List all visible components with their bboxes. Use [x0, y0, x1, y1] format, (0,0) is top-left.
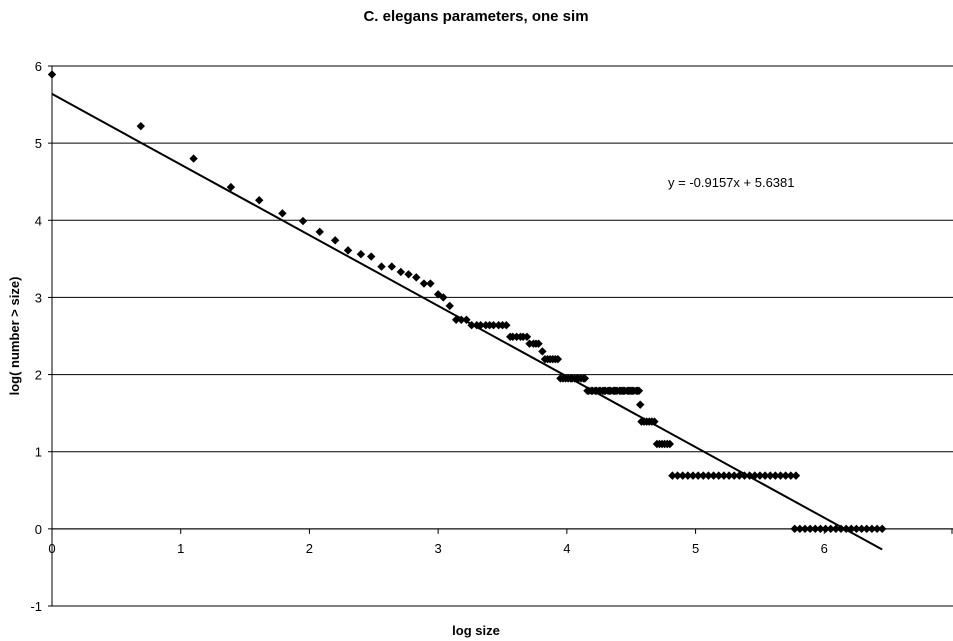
data-point — [678, 471, 687, 480]
data-point — [800, 524, 810, 534]
data-point — [831, 524, 841, 534]
data-point — [665, 439, 675, 449]
data-point — [776, 471, 785, 480]
axes — [51, 66, 953, 606]
x-tick-label: 6 — [821, 541, 828, 556]
data-points — [47, 70, 887, 534]
data-point — [343, 246, 353, 255]
data-point — [47, 70, 57, 79]
data-point — [740, 471, 749, 480]
x-tick-label: 2 — [306, 541, 313, 556]
data-point — [636, 400, 645, 409]
y-tick-label: 2 — [35, 368, 42, 383]
data-point — [502, 321, 511, 330]
data-point — [650, 417, 659, 426]
data-point — [136, 121, 146, 131]
data-point — [724, 471, 734, 480]
data-point — [255, 196, 264, 205]
data-point — [315, 227, 324, 237]
data-point — [387, 262, 397, 271]
data-point — [330, 236, 340, 245]
y-axis-title: log( number > size) — [7, 277, 22, 396]
data-point — [867, 524, 877, 534]
data-point — [878, 524, 887, 534]
data-point — [709, 471, 718, 480]
data-point — [862, 524, 871, 534]
data-point — [805, 524, 815, 534]
data-point — [857, 524, 866, 534]
x-tick-label: 1 — [177, 541, 184, 556]
data-point — [534, 339, 543, 348]
data-point — [847, 524, 856, 534]
data-point — [189, 154, 198, 163]
data-point — [821, 524, 830, 534]
data-point — [781, 471, 790, 480]
y-tick-label: 0 — [35, 522, 42, 537]
data-point — [673, 471, 682, 480]
x-axis-title: log size — [452, 623, 500, 638]
data-point — [377, 262, 386, 271]
data-point — [439, 293, 448, 302]
data-point — [404, 270, 413, 279]
data-point — [735, 471, 744, 480]
data-point — [356, 250, 366, 259]
y-tick-label: 1 — [35, 445, 42, 460]
data-point — [298, 216, 308, 226]
data-point — [396, 267, 406, 277]
data-point — [791, 471, 801, 480]
data-point — [704, 471, 713, 480]
x-tick-label: 0 — [48, 541, 55, 556]
chart-title: C. elegans parameters, one sim — [363, 8, 588, 25]
y-tick-label: 4 — [35, 213, 42, 228]
data-point — [714, 471, 723, 480]
data-point — [226, 182, 236, 192]
x-tick-label: 3 — [435, 541, 442, 556]
y-tick-label: 3 — [35, 290, 42, 305]
data-point — [668, 471, 677, 480]
data-point — [412, 273, 421, 282]
x-tick-labels: 0 1 2 3 4 5 6 — [48, 541, 828, 556]
data-point — [766, 471, 775, 480]
data-point — [826, 524, 835, 534]
y-tick-label: -1 — [30, 599, 42, 614]
y-tick-label: 6 — [35, 59, 42, 74]
data-point — [367, 252, 376, 261]
x-tick-label: 5 — [692, 541, 699, 556]
data-point — [786, 471, 796, 480]
data-point — [426, 279, 435, 288]
data-point — [755, 471, 765, 480]
y-tick-labels: -1 0 1 2 3 4 5 6 — [30, 59, 42, 614]
data-point — [771, 471, 780, 480]
data-point — [634, 386, 644, 395]
grid-lines — [48, 65, 953, 607]
data-point — [729, 471, 739, 480]
data-point — [811, 524, 820, 534]
data-point — [750, 471, 759, 480]
trendline — [51, 93, 883, 551]
y-tick-label: 5 — [35, 136, 42, 151]
data-point — [745, 471, 754, 480]
data-point — [688, 471, 698, 480]
data-point — [522, 332, 532, 341]
equation-label: y = -0.9157x + 5.6381 — [668, 175, 794, 190]
data-point — [445, 301, 454, 311]
data-point — [872, 524, 882, 534]
data-point — [719, 471, 729, 480]
data-point — [580, 374, 590, 383]
data-point — [852, 524, 861, 534]
data-point — [683, 471, 693, 480]
data-point — [693, 471, 703, 480]
data-point — [699, 471, 708, 480]
data-point — [419, 279, 429, 288]
x-tick-label: 4 — [563, 541, 570, 556]
data-point — [538, 347, 547, 356]
data-point — [489, 321, 498, 330]
data-point — [790, 524, 799, 534]
data-point — [760, 471, 770, 480]
data-point — [795, 524, 805, 534]
data-point — [553, 354, 563, 364]
data-point — [278, 209, 287, 218]
data-point — [816, 524, 825, 534]
